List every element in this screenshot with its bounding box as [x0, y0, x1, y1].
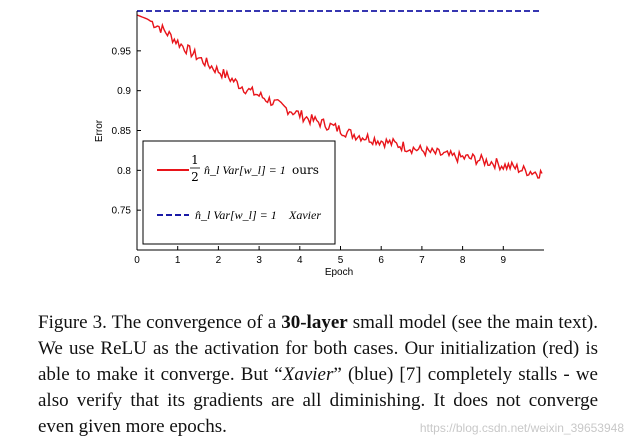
y-tick-label: 0.8	[117, 166, 131, 177]
y-tick-label: 0.85	[112, 126, 132, 137]
watermark: https://blog.csdn.net/weixin_39653948	[419, 421, 624, 435]
y-tick-label: 0.95	[112, 46, 132, 57]
legend-name-xavier: Xavier	[288, 208, 321, 222]
x-tick-label: 1	[175, 255, 181, 266]
figure-caption: Figure 3. The convergence of a 30-layer …	[38, 312, 598, 437]
x-tick-label: 0	[134, 255, 140, 266]
x-tick-label: 2	[216, 255, 222, 266]
legend-fraction-den: 2	[191, 170, 199, 184]
x-tick-label: 7	[419, 255, 425, 266]
legend: 1 2 n̂_l Var[w_l] = 1 ours n̂_l Var[w_l]…	[142, 140, 336, 245]
legend-name-ours: ours	[292, 163, 319, 177]
x-axis-label: Epoch	[325, 267, 353, 278]
tick-layer: 0 1 2 3 4 5 6 7 8 9 0.75 0.8 0.85 0.9 0.95	[112, 46, 507, 266]
y-tick-label: 0.75	[112, 206, 132, 217]
legend-fraction-num: 1	[191, 153, 199, 167]
x-tick-label: 5	[338, 255, 344, 266]
x-tick-label: 8	[460, 255, 466, 266]
legend-formula-xavier: n̂_l Var[w_l] = 1	[195, 208, 277, 222]
y-tick-label: 0.9	[117, 86, 131, 97]
x-tick-label: 6	[378, 255, 384, 266]
plot-area: 0 1 2 3 4 5 6 7 8 9 0.75 0.8 0.85 0.9 0.95	[112, 10, 544, 266]
x-tick-label: 3	[256, 255, 262, 266]
caption-italic: Xavier	[282, 364, 334, 385]
legend-formula-ours: n̂_l Var[w_l] = 1	[204, 163, 286, 177]
caption-bold: 30-layer	[281, 312, 348, 333]
series-layer	[136, 10, 543, 179]
convergence-chart: 0 1 2 3 4 5 6 7 8 9 0.75 0.8 0.85 0.9 0.95 Epoch Error…	[94, 10, 544, 278]
y-axis-label: Error	[94, 119, 105, 142]
x-tick-label: 4	[297, 255, 303, 266]
x-tick-label: 9	[501, 255, 507, 266]
series-line-ours	[136, 14, 543, 179]
legend-box	[142, 140, 336, 245]
